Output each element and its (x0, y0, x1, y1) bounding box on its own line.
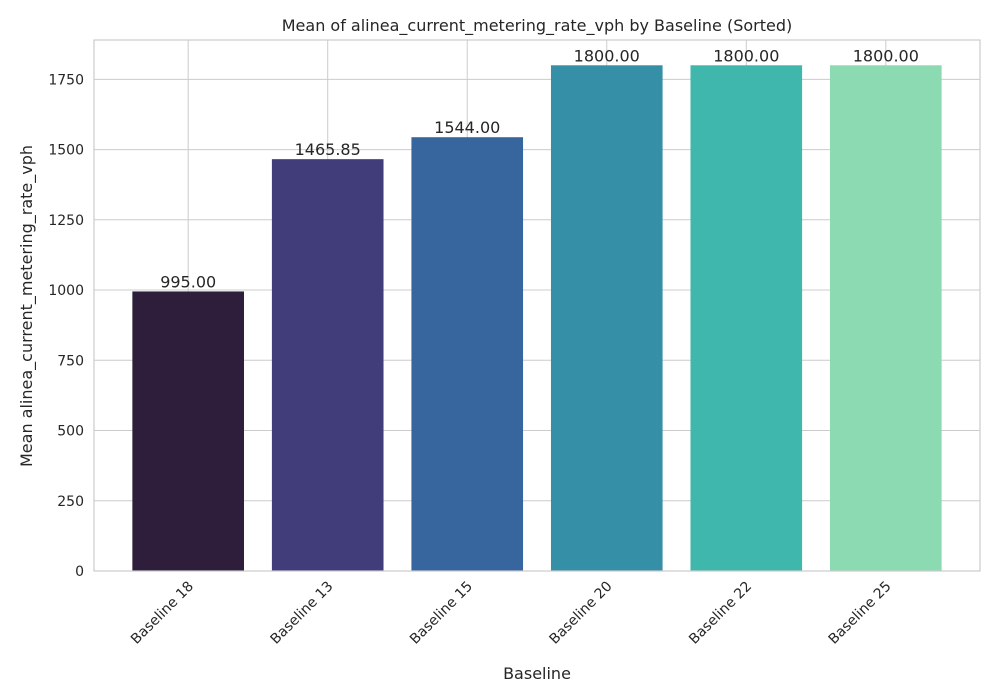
y-tick-label: 1500 (48, 143, 84, 159)
plot-frame (93, 39, 981, 572)
data-label: 1800.00 (853, 46, 919, 65)
data-label: 1465.85 (295, 140, 361, 159)
y-tick-label: 750 (57, 353, 84, 369)
data-label: 995.00 (160, 272, 216, 291)
y-tick-label: 500 (57, 424, 84, 440)
x-tick-label: Baseline 22 (686, 579, 755, 648)
bar (690, 65, 803, 572)
data-label: 1800.00 (574, 46, 640, 65)
y-axis-ticks: 0 250 500 750 1000 1250 1500 1750 (48, 72, 84, 580)
data-label: 1800.00 (713, 46, 779, 65)
y-tick-label: 1750 (48, 72, 84, 88)
x-tick-label: Baseline 20 (547, 579, 616, 648)
y-tick-label: 1250 (48, 213, 84, 229)
y-tick-label: 250 (57, 494, 84, 510)
bar (830, 65, 942, 572)
y-tick-label: 0 (75, 564, 84, 580)
y-axis-label: Mean alinea_current_metering_rate_vph (17, 145, 37, 467)
bar (132, 291, 244, 571)
data-label: 1544.00 (434, 118, 500, 137)
y-tick-label: 1000 (48, 283, 84, 299)
x-axis-ticks: Baseline 18 Baseline 13 Baseline 15 Baselin… (128, 579, 895, 648)
x-axis-label: Baseline (503, 664, 571, 683)
bars (132, 65, 942, 572)
data-labels: 995.00 1465.85 1544.00 1800.00 1800.00 1800.0… (160, 46, 919, 291)
chart-title: Mean of alinea_current_metering_rate_vph… (282, 16, 793, 36)
bar (411, 137, 524, 571)
x-tick-label: Baseline 18 (128, 579, 197, 648)
bar (550, 65, 663, 572)
x-tick-label: Baseline 15 (407, 579, 476, 648)
bar (271, 159, 384, 571)
x-tick-label: Baseline 13 (268, 579, 337, 648)
x-tick-label: Baseline 25 (826, 579, 895, 648)
